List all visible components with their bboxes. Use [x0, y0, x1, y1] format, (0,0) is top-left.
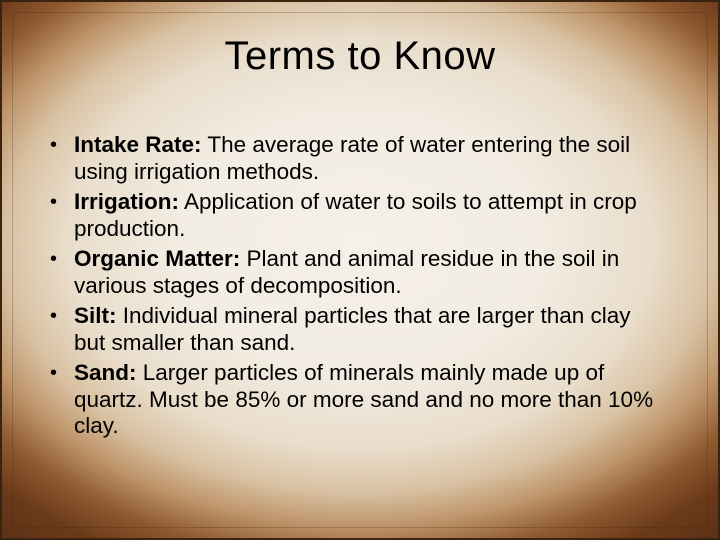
bullet-text: Silt: Individual mineral particles that … [74, 303, 658, 356]
term: Organic Matter: [74, 246, 240, 271]
list-item: • Intake Rate: The average rate of water… [50, 132, 658, 185]
list-item: • Sand: Larger particles of minerals mai… [50, 360, 658, 440]
list-item: • Organic Matter: Plant and animal resid… [50, 246, 658, 299]
bullet-text: Sand: Larger particles of minerals mainl… [74, 360, 658, 440]
definition: Individual mineral particles that are la… [74, 303, 631, 355]
slide: Terms to Know • Intake Rate: The average… [0, 0, 720, 540]
term: Intake Rate: [74, 132, 202, 157]
bullet-text: Intake Rate: The average rate of water e… [74, 132, 658, 185]
definition: Larger particles of minerals mainly made… [74, 360, 653, 438]
list-item: • Irrigation: Application of water to so… [50, 189, 658, 242]
term: Sand: [74, 360, 137, 385]
term: Silt: [74, 303, 117, 328]
term: Irrigation: [74, 189, 179, 214]
bullet-text: Organic Matter: Plant and animal residue… [74, 246, 658, 299]
list-item: • Silt: Individual mineral particles tha… [50, 303, 658, 356]
slide-title: Terms to Know [2, 34, 718, 79]
bullet-icon: • [50, 360, 74, 386]
bullet-icon: • [50, 132, 74, 158]
bullet-text: Irrigation: Application of water to soil… [74, 189, 658, 242]
bullet-icon: • [50, 246, 74, 272]
bullet-icon: • [50, 303, 74, 329]
bullet-list: • Intake Rate: The average rate of water… [50, 132, 658, 444]
bullet-icon: • [50, 189, 74, 215]
